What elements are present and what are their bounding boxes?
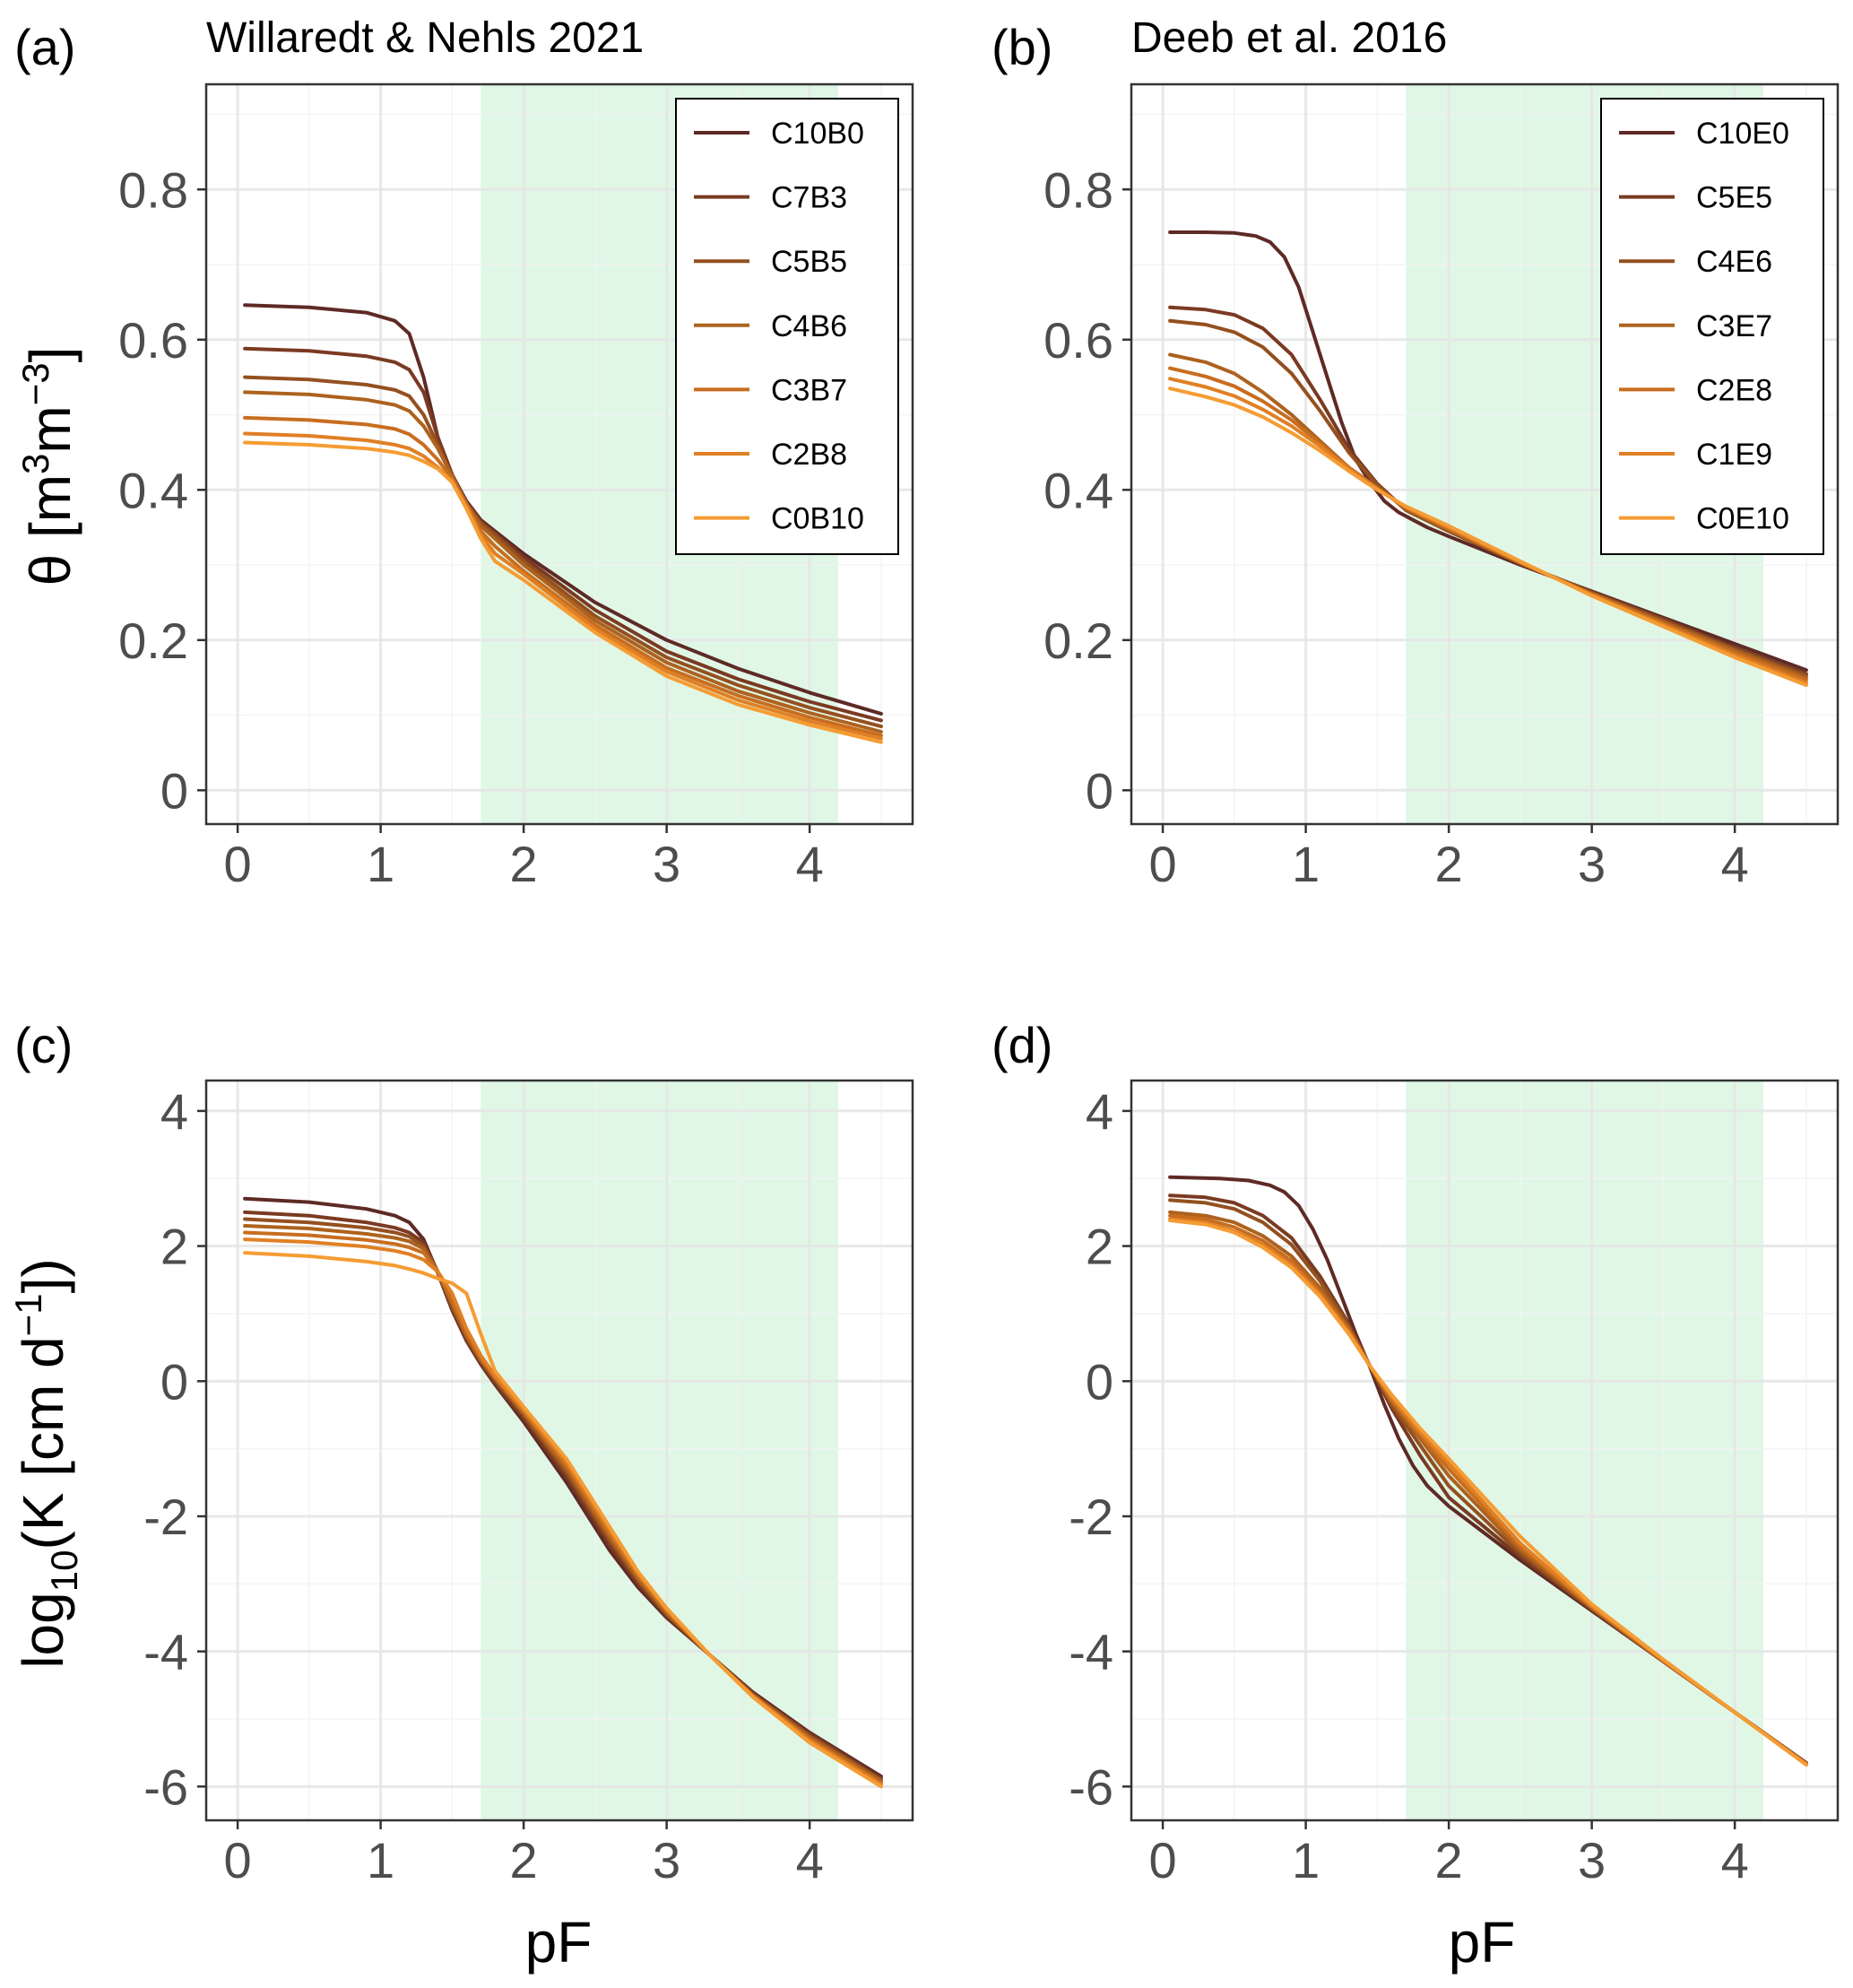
- panel-b-frame: [1130, 82, 1840, 826]
- panel-b-xtick-label: 2: [1435, 836, 1463, 892]
- legend-label-c2b8: C2B8: [771, 438, 847, 472]
- panel-d-xtick-label: 1: [1292, 1832, 1320, 1888]
- panel-d-xtick-label: 3: [1578, 1832, 1606, 1888]
- legend-label-c4b6: C4B6: [771, 309, 847, 343]
- y-title-a-post: ]: [18, 347, 82, 363]
- panel-d-ytick-label: -2: [1069, 1489, 1113, 1545]
- y-title-a-pre: θ [m: [18, 474, 82, 586]
- panel-a-ytick-label: 0.6: [118, 312, 188, 369]
- y-title-a-mid: m: [18, 405, 82, 453]
- panel-d-ytick-label: -4: [1069, 1624, 1113, 1680]
- panel-b-xtick-label: 3: [1578, 836, 1606, 892]
- panel-a-legend: C10B0 C7B3 C5B5 C4B6 C3B7 C2B8 C0B10: [675, 98, 899, 555]
- panel-b-xtick-label: 0: [1149, 836, 1177, 892]
- panel-d-ytick-label: -6: [1069, 1758, 1113, 1815]
- panel-d-ytick-label: 0: [1086, 1353, 1113, 1410]
- panel-d-tag: (d): [991, 1017, 1052, 1073]
- panel-d-frame: [1130, 1079, 1840, 1822]
- panel-c-ytick-label: -6: [143, 1758, 188, 1815]
- y-title-c-mid: (K [cm d: [11, 1336, 75, 1550]
- panel-a-ytick-label: 0: [160, 762, 188, 819]
- panel-c-xtick-label: 2: [510, 1832, 538, 1888]
- panel-c: (c) 0 1 2 3 4 -6 -4 -2 0 2 4: [14, 1017, 914, 1888]
- x-axis-title-right: pF: [1449, 1910, 1516, 1975]
- panel-a-xtick-label: 4: [796, 836, 824, 892]
- panel-a-series-group: [243, 303, 883, 744]
- legend-label-c5b5: C5B5: [771, 245, 847, 279]
- legend-label-c1e9: C1E9: [1696, 438, 1772, 472]
- panel-d-highlight-band: [1406, 1081, 1764, 1820]
- panel-b-ytick-label: 0: [1086, 762, 1113, 819]
- legend-label-c3b7: C3B7: [771, 373, 847, 407]
- panel-c-xtick-label: 1: [367, 1832, 394, 1888]
- panel-d: (d) 0 1 2 3 4 -6 -4 -2 0 2 4: [991, 1017, 1840, 1888]
- legend-label-c10b0: C10B0: [771, 117, 864, 151]
- y-title-a-sup2: −3: [14, 362, 56, 405]
- panel-d-ytick-label: 4: [1086, 1083, 1113, 1140]
- legend-label-c0e10: C0E10: [1696, 502, 1789, 536]
- panel-c-series-group: [243, 1196, 883, 1789]
- panel-b-ytick-label: 0.8: [1043, 161, 1113, 218]
- panel-b-xtick-label: 1: [1292, 836, 1320, 892]
- panel-c-xtick-label: 0: [224, 1832, 252, 1888]
- panel-c-ytick-label: -4: [143, 1624, 188, 1680]
- panel-b-ytick-label: 0.6: [1043, 312, 1113, 369]
- panel-b-ytick-label: 0.4: [1043, 462, 1113, 518]
- panel-b-tag: (b): [991, 19, 1052, 75]
- y-title-c-pre: log: [11, 1592, 75, 1668]
- legend-label-c4e6: C4E6: [1696, 245, 1772, 279]
- panel-c-frame: [204, 1079, 914, 1822]
- series-line-c0e10: [1168, 386, 1808, 688]
- panel-a-tag: (a): [14, 19, 75, 75]
- series-line-c0b10: [243, 440, 883, 744]
- panel-d-series-group: [1168, 1175, 1808, 1767]
- x-axis-title-left: pF: [525, 1910, 593, 1975]
- legend-label-c3e7: C3E7: [1696, 309, 1772, 343]
- panel-c-tag: (c): [14, 1017, 73, 1073]
- panel-a-ytick-label: 0.4: [118, 462, 188, 518]
- panel-a-ytick-label: 0.2: [118, 612, 188, 669]
- panel-b-legend: C10E0 C5E5 C4E6 C3E7 C2E8 C1E9 C0E10: [1600, 98, 1824, 555]
- legend-label-c0b10: C0B10: [771, 502, 864, 536]
- panel-a-xtick-label: 2: [510, 836, 538, 892]
- panel-a-xtick-label: 1: [367, 836, 394, 892]
- panel-b-ytick-label: 0.2: [1043, 612, 1113, 669]
- legend-label-c5e5: C5E5: [1696, 181, 1772, 215]
- legend-label-c7b3: C7B3: [771, 181, 847, 215]
- panel-a: (a) Willaredt & Nehls 2021 0 1 2 3 4 0 0.2 0.4 0…: [14, 14, 914, 892]
- panel-c-ytick-label: -2: [143, 1489, 188, 1545]
- y-title-c-sup: −1: [7, 1293, 49, 1336]
- series-line-c0b10: [243, 1251, 883, 1789]
- panel-b: (b) Deeb et al. 2016 0 1 2 3 4 0 0.2 0.4 0.6 0.8 C…: [991, 14, 1840, 892]
- panel-d-xtick-label: 2: [1435, 1832, 1463, 1888]
- panel-c-ytick-label: 4: [160, 1083, 188, 1140]
- panel-d-xtick-label: 4: [1721, 1832, 1749, 1888]
- panel-d-ytick-label: 2: [1086, 1219, 1113, 1275]
- panel-c-ytick-label: 2: [160, 1219, 188, 1275]
- panel-a-frame: [204, 82, 914, 826]
- panel-d-xtick-label: 0: [1149, 1832, 1177, 1888]
- panel-a-ytick-label: 0.8: [118, 161, 188, 218]
- panel-b-title: Deeb et al. 2016: [1131, 14, 1447, 62]
- legend-label-c10e0: C10E0: [1696, 117, 1789, 151]
- series-line-c0e10: [1168, 1219, 1808, 1767]
- panel-b-series-group: [1168, 230, 1808, 688]
- legend-label-c2e8: C2E8: [1696, 373, 1772, 407]
- panel-a-xtick-label: 3: [653, 836, 680, 892]
- panel-c-ytick-label: 0: [160, 1353, 188, 1410]
- panel-c-highlight-band: [481, 1081, 839, 1820]
- y-title-c-post: ]): [11, 1258, 75, 1293]
- y-title-a-sup1: 3: [14, 454, 56, 474]
- y-axis-title-logk: log10(K [cm d−1]): [7, 1258, 85, 1668]
- panel-a-title: Willaredt & Nehls 2021: [206, 14, 644, 62]
- panel-c-xtick-label: 4: [796, 1832, 824, 1888]
- panel-c-xtick-label: 3: [653, 1832, 680, 1888]
- panel-b-xtick-label: 4: [1721, 836, 1749, 892]
- panel-a-xtick-label: 0: [224, 836, 252, 892]
- y-axis-title-theta: θ [m3m−3]: [14, 347, 82, 586]
- y-title-c-sub: 10: [43, 1550, 85, 1593]
